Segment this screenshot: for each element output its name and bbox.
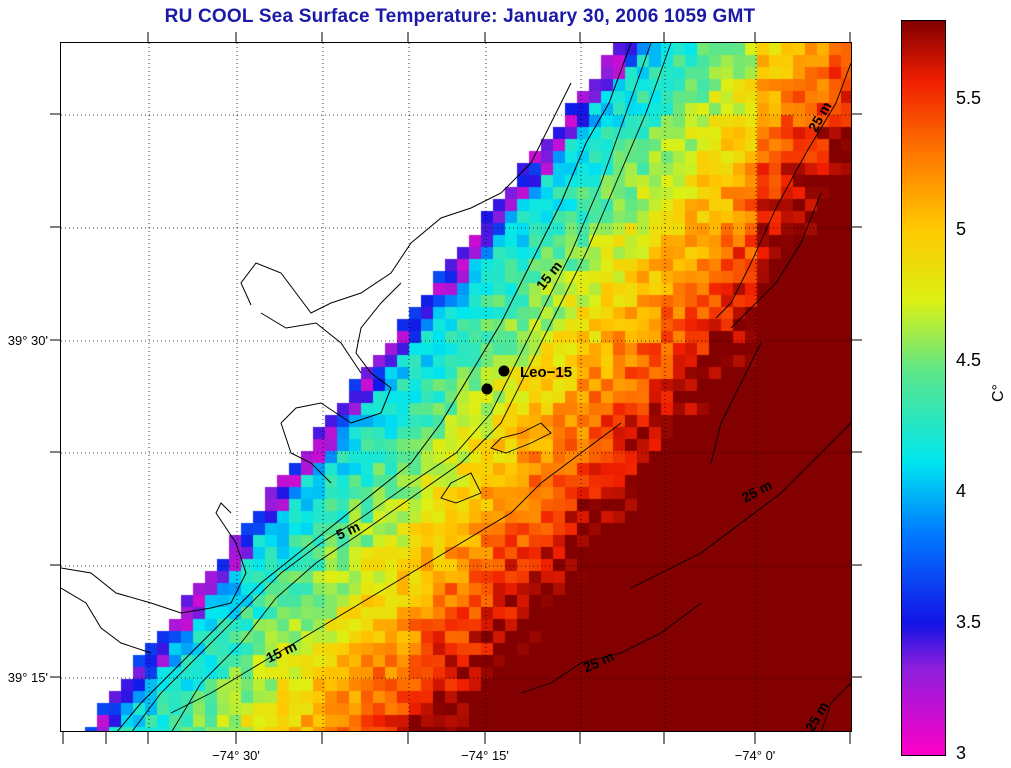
colorbar-gradient xyxy=(902,21,945,755)
map-overlay: 5 m 15 m 15 m 25 m 25 m 25 m 25 m Leo−15 xyxy=(61,43,851,731)
lon-tick-label-74-00: −74° 0' xyxy=(735,748,776,763)
station-markers[interactable]: Leo−15 xyxy=(481,364,573,395)
chart-title: RU COOL Sea Surface Temperature: January… xyxy=(164,6,756,27)
map-gridlines xyxy=(61,43,851,731)
coastline xyxy=(61,43,632,731)
station-dot-offshore[interactable] xyxy=(498,365,510,377)
colorbar-tick-3: 3 xyxy=(956,743,967,763)
lat-tick-label-39-15: 39° 15' xyxy=(8,670,48,685)
lon-tick-label-74-30: −74° 30' xyxy=(212,748,260,763)
colorbar-tick-3-5: 3.5 xyxy=(956,612,982,632)
sst-grid xyxy=(61,43,851,731)
colorbar-unit-label: C° xyxy=(990,384,1007,402)
lon-tick-label-74-15: −74° 15' xyxy=(461,748,509,763)
colorbar-tick-5: 5 xyxy=(956,219,967,239)
colorbar xyxy=(901,20,946,756)
colorbar-tick-5-5: 5.5 xyxy=(956,88,982,108)
sst-map[interactable]: 5 m 15 m 15 m 25 m 25 m 25 m 25 m Leo−15 xyxy=(60,42,852,732)
colorbar-tick-4-5: 4.5 xyxy=(956,350,982,370)
bathymetry-contours xyxy=(131,43,851,731)
station-dot-inshore[interactable] xyxy=(481,383,493,395)
colorbar-tick-4: 4 xyxy=(956,481,967,501)
station-label: Leo−15 xyxy=(520,364,572,381)
lat-tick-label-39-30: 39° 30' xyxy=(8,333,48,348)
